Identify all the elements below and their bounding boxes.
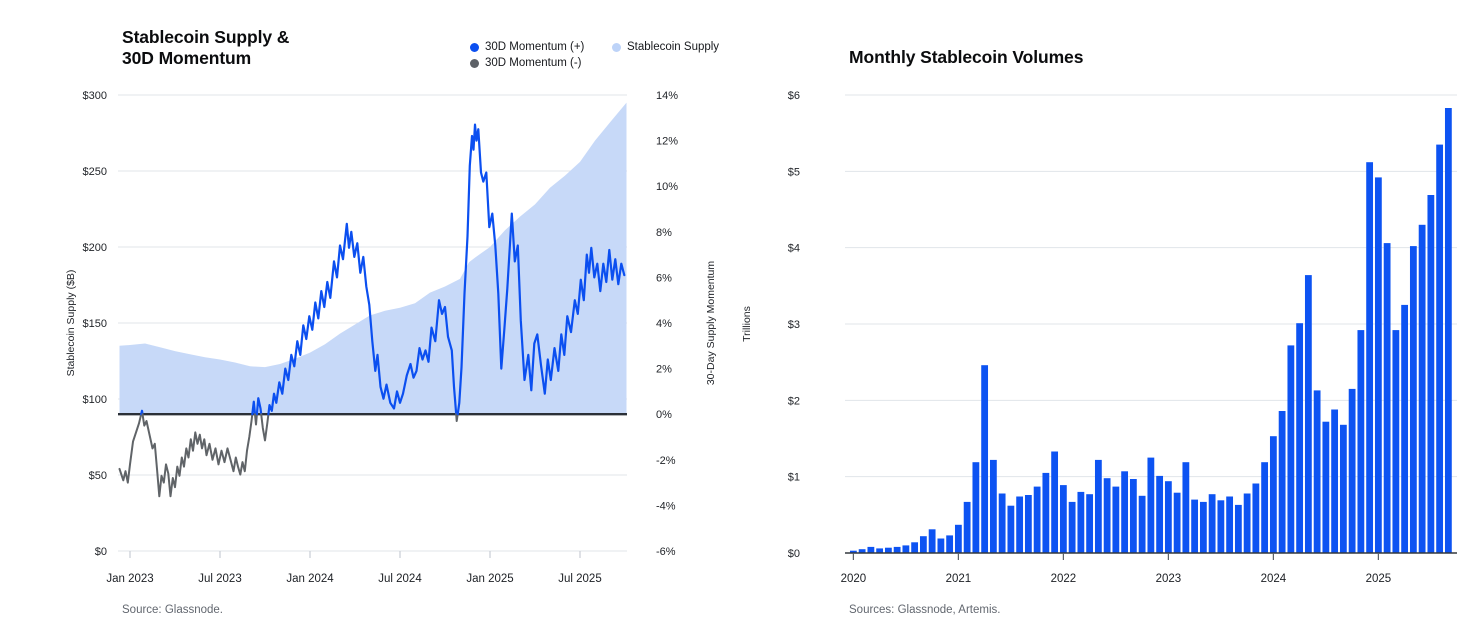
svg-text:2%: 2%	[656, 364, 672, 376]
svg-text:30-Day Supply Momentum: 30-Day Supply Momentum	[705, 261, 717, 386]
svg-text:-2%: -2%	[656, 455, 676, 467]
svg-text:6%: 6%	[656, 272, 672, 284]
svg-text:$300: $300	[83, 90, 107, 102]
svg-text:14%: 14%	[656, 90, 678, 102]
left-chart-title-line1: Stablecoin Supply &	[122, 27, 290, 47]
legend-label: Stablecoin Supply	[627, 41, 720, 53]
svg-text:10%: 10%	[656, 181, 678, 193]
svg-text:$100: $100	[83, 394, 107, 406]
svg-text:$1: $1	[788, 472, 800, 484]
svg-text:$150: $150	[83, 318, 107, 330]
svg-text:Trillions: Trillions	[741, 306, 753, 342]
svg-text:Jan 2023: Jan 2023	[106, 573, 153, 585]
legend-label: 30D Momentum (+)	[485, 41, 585, 53]
supply-momentum-plot: $0 $50 $100 $150 $200 $250 $300 14% 12% 10% 8% 6% 4%…	[65, 90, 717, 585]
monthly-volumes-plot: $0 $1 $2 $3 $4 $5 $6 2020 2021 2022 2023 2024 2025 Tr…	[741, 90, 1457, 585]
svg-text:2021: 2021	[946, 573, 972, 585]
svg-text:-6%: -6%	[656, 546, 676, 558]
svg-text:$200: $200	[83, 242, 107, 254]
momentum-negative-dot-icon	[470, 58, 479, 68]
svg-text:$2: $2	[788, 395, 800, 407]
svg-text:8%: 8%	[656, 227, 672, 239]
svg-text:$250: $250	[83, 166, 107, 178]
stablecoin-supply-dot-icon	[612, 42, 621, 52]
svg-text:$4: $4	[788, 243, 800, 255]
right-chart-title: Monthly Stablecoin Volumes	[849, 47, 1084, 67]
svg-text:Jul 2025: Jul 2025	[558, 573, 601, 585]
svg-text:Jan 2024: Jan 2024	[286, 573, 334, 585]
left-chart-title: Stablecoin Supply & 30D Momentum	[122, 27, 289, 69]
legend-label: 30D Momentum (-)	[485, 57, 582, 69]
svg-text:2025: 2025	[1366, 573, 1392, 585]
right-chart-source: Sources: Glassnode, Artemis.	[849, 604, 1001, 616]
svg-text:$6: $6	[788, 90, 800, 102]
svg-text:12%: 12%	[656, 136, 678, 148]
svg-text:$50: $50	[89, 470, 107, 482]
svg-text:Jul 2024: Jul 2024	[378, 573, 422, 585]
left-chart-title-line2: 30D Momentum	[122, 48, 252, 68]
svg-text:$5: $5	[788, 166, 800, 178]
legend-item-momentum-positive: 30D Momentum (+)	[470, 41, 584, 53]
svg-text:$0: $0	[788, 548, 800, 560]
svg-text:$3: $3	[788, 319, 800, 331]
svg-text:2022: 2022	[1051, 573, 1077, 585]
svg-text:-4%: -4%	[656, 500, 676, 512]
svg-text:2020: 2020	[841, 573, 867, 585]
svg-text:$0: $0	[95, 546, 107, 558]
svg-text:2023: 2023	[1156, 573, 1182, 585]
left-chart-source: Source: Glassnode.	[122, 604, 224, 616]
svg-text:0%: 0%	[656, 409, 672, 421]
svg-text:Jan 2025: Jan 2025	[466, 573, 513, 585]
momentum-positive-dot-icon	[470, 42, 479, 52]
svg-text:4%: 4%	[656, 318, 672, 330]
legend-item-momentum-negative: 30D Momentum (-)	[470, 57, 582, 69]
svg-text:Stablecoin Supply ($B): Stablecoin Supply ($B)	[65, 270, 77, 377]
svg-text:Jul 2023: Jul 2023	[198, 573, 241, 585]
svg-text:2024: 2024	[1261, 573, 1287, 585]
legend-item-stablecoin-supply: Stablecoin Supply	[612, 41, 719, 53]
